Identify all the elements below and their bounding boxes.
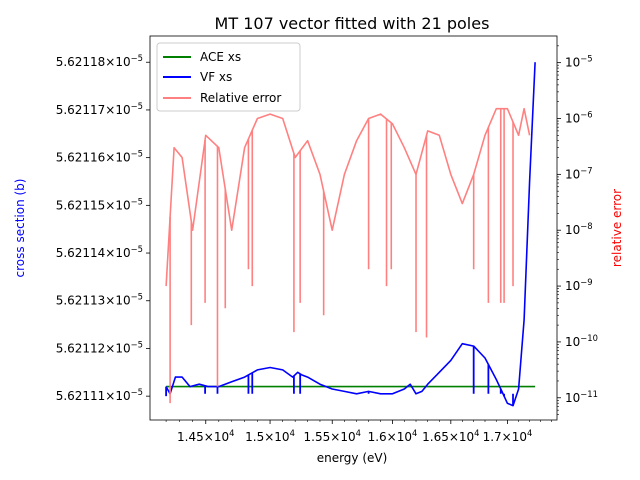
x-tick-label-2-exponent: 4 [356,428,361,438]
x-tick-label-4: 1.65×104 [422,428,479,444]
y-left-tick-label-2-exponent: −5 [131,292,143,302]
series-line-relative-error [165,107,531,287]
x-tick-label-5: 1.7×104 [483,428,533,444]
y-right-tick-label-1-exponent: −10 [580,333,598,343]
y-left-tick-label-4-main: 5.62115×10 [56,198,131,212]
y-right-tick-label-5: 10−6 [565,110,593,126]
y-left-tick-label-4-exponent: −5 [131,196,143,206]
y-right-tick-label-4-main: 10 [565,167,580,181]
y-left-tick-label-6: 5.62117×10−5 [56,101,143,117]
legend-label-ace: ACE xs [200,50,241,64]
legend-label-error: Relative error [200,91,281,105]
y-left-tick-label-6-main: 5.62117×10 [56,103,131,117]
y-left-tick-label-1-main: 5.62112×10 [56,341,131,355]
y-right-tick-label-5-main: 10 [565,112,580,126]
y-left-tick-label-6-exponent: −5 [131,101,143,111]
y-right-tick-label-2-main: 10 [565,279,580,293]
x-tick-label-0-exponent: 4 [229,428,234,438]
x-tick-label-2-main: 1.55×10 [304,430,356,444]
x-axis-ticks: 1.45×104 1.5×104 1.55×104 1.6×104 1.65×104 1.… [165,420,552,444]
y-left-tick-label-2-main: 5.62113×10 [56,294,131,308]
y-right-tick-label-0-main: 10 [565,391,580,405]
x-tick-label-0: 1.45×104 [177,428,234,444]
y-right-tick-label-3: 10−8 [565,221,593,237]
y-right-tick-label-4: 10−7 [565,165,593,181]
x-axis-label: energy (eV) [317,451,388,465]
y-right-tick-label-2: 10−9 [565,277,593,293]
y-right-tick-label-6: 10−5 [565,54,593,70]
x-tick-label-5-exponent: 4 [527,428,532,438]
x-tick-label-3: 1.6×104 [368,428,418,444]
x-tick-label-4-main: 1.65×10 [422,430,474,444]
y-left-tick-label-3-exponent: −5 [131,244,143,254]
x-tick-label-1-main: 1.5×10 [245,430,289,444]
legend-label-vf: VF xs [200,70,232,84]
y-right-axis-label: relative error [610,189,624,267]
y-left-tick-label-7-main: 5.62118×10 [56,55,131,69]
y-right-tick-label-3-exponent: −8 [580,221,592,231]
y-left-tick-label-1: 5.62112×10−5 [56,339,143,355]
y-left-tick-label-2: 5.62113×10−5 [56,292,143,308]
y-right-tick-label-5-exponent: −6 [580,110,592,120]
y-right-tick-label-1-main: 10 [565,335,580,349]
y-right-tick-label-0-exponent: −11 [580,389,598,399]
y-left-tick-label-0-exponent: −5 [131,387,143,397]
x-tick-label-1-exponent: 4 [290,428,295,438]
y-right-tick-label-1: 10−10 [565,333,598,349]
y-right-tick-label-6-main: 10 [565,56,580,70]
x-tick-label-3-exponent: 4 [412,428,417,438]
y-left-tick-label-1-exponent: −5 [131,339,143,349]
y-left-tick-label-5-main: 5.62116×10 [56,151,131,165]
y-left-tick-label-3: 5.62114×10−5 [56,244,143,260]
x-tick-label-0-main: 1.45×10 [177,430,229,444]
y-left-tick-label-0-main: 5.62111×10 [56,389,131,403]
x-tick-label-2: 1.55×104 [304,428,361,444]
legend: ACE xs VF xs Relative error [156,42,301,112]
y-right-tick-label-2-exponent: −9 [580,277,592,287]
y-left-axis-label: cross section (b) [13,179,27,278]
plot-frame [149,35,558,421]
y-left-tick-label-5-exponent: −5 [131,149,143,159]
x-tick-label-3-main: 1.6×10 [368,430,412,444]
y-left-tick-label-3-main: 5.62114×10 [56,246,131,260]
y-left-axis-ticks: 5.62111×10−55.62112×10−55.62113×10−55.62… [56,53,150,403]
x-tick-label-5-main: 1.7×10 [483,430,527,444]
y-left-tick-label-5: 5.62116×10−5 [56,149,143,165]
y-right-tick-label-6-exponent: −5 [580,54,592,64]
chart-title: MT 107 vector fitted with 21 poles [215,14,490,33]
y-left-tick-label-0: 5.62111×10−5 [56,387,143,403]
y-right-tick-label-4-exponent: −7 [580,165,592,175]
legend-box [156,42,301,112]
y-left-tick-label-7: 5.62118×10−5 [56,53,143,69]
series-layer [165,62,536,407]
y-left-tick-label-7-exponent: −5 [131,53,143,63]
y-right-tick-label-3-main: 10 [565,223,580,237]
y-right-tick-label-0: 10−11 [565,389,598,405]
x-tick-label-1: 1.5×104 [245,428,295,444]
x-tick-label-4-exponent: 4 [474,428,479,438]
y-left-tick-label-4: 5.62115×10−5 [56,196,143,212]
